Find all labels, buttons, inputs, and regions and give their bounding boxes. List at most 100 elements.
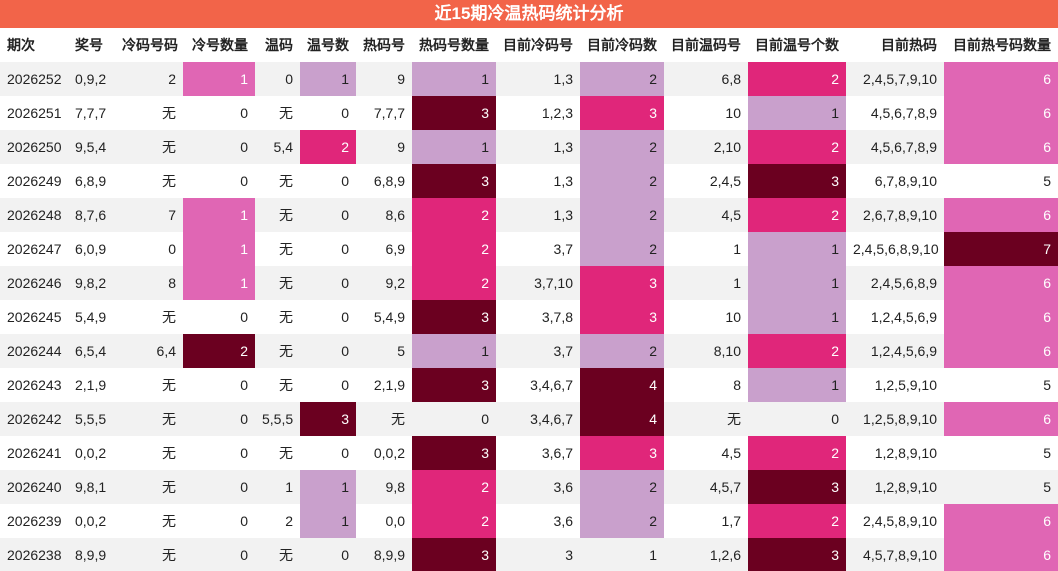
table-cell: 6,4: [156, 343, 176, 359]
table-cell: 0: [240, 445, 248, 461]
table-cell: 1: [649, 547, 657, 563]
table-cell: 8: [733, 377, 741, 393]
table-cell: 无: [279, 445, 293, 461]
table-cell: 3: [412, 164, 496, 198]
table-cell: 2: [412, 198, 496, 232]
table-cell: 无: [279, 105, 293, 121]
table-cell: 5: [1043, 377, 1051, 393]
table-cell: 0: [240, 377, 248, 393]
table-row: 2026249 6,8,9 无 0 无 0 6,8,9 3 1,3 2 2,4,5 3 6,7,8,9,…: [0, 164, 1058, 198]
table-cell: 7,7,7: [373, 105, 405, 121]
table-cell: 3,7: [553, 343, 573, 359]
table-cell: 无: [162, 547, 176, 563]
table-cell: 0: [240, 309, 248, 325]
table-cell: 无: [162, 513, 176, 529]
table-cell: 无: [391, 411, 405, 427]
table-cell: 4: [580, 368, 664, 402]
table-cell: 2: [580, 164, 664, 198]
table-cell: 0: [285, 71, 293, 87]
table-cell: 6,7,8,9,10: [874, 173, 937, 189]
table-cell: 8,6: [385, 207, 405, 223]
table-cell: 2,4,5,8,9,10: [863, 513, 937, 529]
table-cell: 0: [341, 173, 349, 189]
table-cell: 2: [412, 504, 496, 538]
column-header: 热码号数量: [412, 28, 496, 62]
table-cell: 6,8,9: [373, 173, 405, 189]
table-row: 2026240 9,8,1 无 0 1 1 9,8 2 3,6 2 4,5,7 3 1,2,8,9,10…: [0, 470, 1058, 504]
table-cell: 4,5: [721, 445, 741, 461]
column-header: 期次: [0, 28, 68, 62]
table-cell: 3: [580, 266, 664, 300]
table-cell: 5: [397, 343, 405, 359]
table-cell: 1: [748, 96, 846, 130]
table-cell: 6: [944, 62, 1058, 96]
table-cell: 3: [580, 96, 664, 130]
table-cell: 1,2,8,9,10: [874, 445, 937, 461]
table-cell: 2026248: [7, 207, 62, 223]
table-cell: 1: [183, 62, 255, 96]
table-cell: 1: [300, 470, 356, 504]
table-cell: 6: [944, 504, 1058, 538]
column-header: 冷码号码: [115, 28, 183, 62]
table-cell: 无: [162, 377, 176, 393]
table-cell: 2026239: [7, 513, 62, 529]
table-cell: 0: [168, 241, 176, 257]
table-cell: 3: [580, 300, 664, 334]
table-cell: 1,3: [553, 71, 573, 87]
table-cell: 2: [580, 470, 664, 504]
table-cell: 6,9: [385, 241, 405, 257]
table-cell: 1: [748, 300, 846, 334]
table-cell: 6,0,9: [75, 241, 107, 257]
table-cell: 0: [240, 411, 248, 427]
table-cell: 0: [341, 241, 349, 257]
table-cell: 1: [412, 334, 496, 368]
table-cell: 1: [748, 368, 846, 402]
table-cell: 0: [341, 207, 349, 223]
table-cell: 6,8: [721, 71, 741, 87]
table-cell: 无: [162, 139, 176, 155]
table-cell: 无: [279, 207, 293, 223]
column-header: 冷号数量: [183, 28, 255, 62]
table-cell: 无: [279, 173, 293, 189]
table-cell: 0,0,2: [75, 445, 107, 461]
table-cell: 3,6: [553, 479, 573, 495]
table-cell: 6: [944, 266, 1058, 300]
table-cell: 1,2,8,9,10: [874, 479, 937, 495]
table-cell: 2: [580, 130, 664, 164]
table-cell: 0: [341, 105, 349, 121]
table-cell: 3: [412, 538, 496, 571]
table-cell: 1: [748, 232, 846, 266]
column-header: 目前温码号: [664, 28, 748, 62]
table-cell: 3: [412, 368, 496, 402]
table-cell: 5: [1043, 445, 1051, 461]
table-cell: 0: [341, 275, 349, 291]
table-cell: 2026243: [7, 377, 62, 393]
table-cell: 3,4,6,7: [530, 411, 573, 427]
table-cell: 0,0: [385, 513, 405, 529]
table-row: 2026246 9,8,2 8 1 无 0 9,2 2 3,7,10 3 1 1 2,4,5,6,8,9…: [0, 266, 1058, 300]
table-cell: 7,7,7: [75, 105, 107, 121]
table-cell: 5: [1043, 479, 1051, 495]
table-row: 2026252 0,9,2 2 1 0 1 9 1 1,3 2 6,8 2 2,4,5,7,9,10 6: [0, 62, 1058, 96]
table-cell: 5,5,5: [75, 411, 107, 427]
table-cell: 9,8,2: [75, 275, 107, 291]
table-cell: 3,4,6,7: [530, 377, 573, 393]
table-cell: 2,1,9: [373, 377, 405, 393]
table-cell: 0: [240, 479, 248, 495]
table-cell: 1: [183, 198, 255, 232]
table-cell: 8,9,9: [373, 547, 405, 563]
table-cell: 10: [725, 105, 741, 121]
table-cell: 2: [285, 513, 293, 529]
table-cell: 3,7,10: [534, 275, 573, 291]
table-cell: 0: [240, 105, 248, 121]
table-cell: 2,6,7,8,9,10: [863, 207, 937, 223]
table-cell: 2026244: [7, 343, 62, 359]
table-cell: 10: [725, 309, 741, 325]
table-cell: 1: [183, 232, 255, 266]
table-cell: 1,2,4,5,6,9: [870, 309, 937, 325]
table-cell: 1: [412, 130, 496, 164]
table-cell: 6: [944, 300, 1058, 334]
table-cell: 1,2,3: [541, 105, 573, 121]
table-body: 2026252 0,9,2 2 1 0 1 9 1 1,3 2 6,8 2 2,4,5,7,9,10 6 2…: [0, 62, 1058, 571]
